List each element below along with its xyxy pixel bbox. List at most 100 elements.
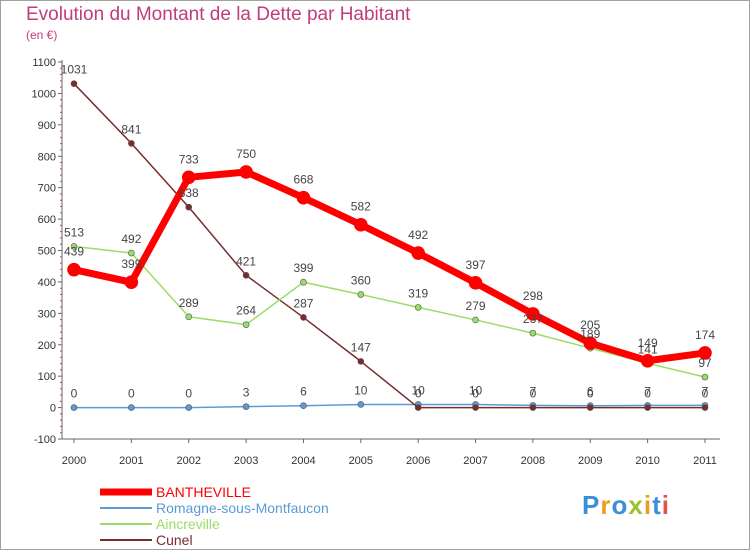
y-tick-label: 300	[38, 308, 56, 320]
data-label-bantheville: 149	[638, 336, 658, 350]
point-aincreville	[472, 316, 479, 324]
data-label-cunel: 1031	[61, 63, 88, 77]
x-tick-label: 2004	[291, 455, 315, 467]
data-label-cunel: 0	[415, 387, 422, 401]
data-label-aincreville: 189	[580, 327, 600, 341]
point-bantheville	[296, 190, 311, 205]
data-label-aincreville: 279	[466, 299, 486, 313]
point-romagne-sous-montfaucon	[128, 404, 135, 411]
data-label-aincreville: 289	[179, 296, 199, 310]
point-bantheville	[181, 170, 196, 185]
y-tick-label: 800	[38, 151, 56, 163]
data-label-romagne-sous-montfaucon: 7	[530, 384, 537, 398]
point-aincreville	[357, 291, 365, 298]
x-tick-label: 2010	[635, 455, 659, 467]
point-cunel	[529, 404, 537, 411]
data-label-bantheville: 439	[64, 245, 84, 259]
point-cunel	[701, 404, 709, 411]
data-label-cunel: 0	[644, 387, 651, 401]
point-romagne-sous-montfaucon	[300, 402, 307, 409]
series-line-bantheville	[70, 168, 709, 365]
x-tick-label: 2001	[119, 455, 143, 467]
data-label-aincreville: 492	[121, 232, 141, 246]
data-label-cunel: 0	[472, 387, 479, 401]
point-cunel	[472, 404, 479, 411]
y-tick-label: 900	[38, 120, 56, 132]
point-bantheville	[67, 262, 81, 277]
y-tick-label: 1100	[32, 57, 56, 69]
x-tick-label: 2000	[62, 455, 86, 467]
y-tick-label: 1000	[32, 88, 56, 100]
data-label-bantheville: 174	[695, 328, 715, 342]
y-tick-label: 200	[38, 340, 56, 352]
data-label-romagne-sous-montfaucon: 3	[243, 386, 250, 400]
data-label-romagne-sous-montfaucon: 10	[469, 383, 483, 397]
point-romagne-sous-montfaucon	[242, 403, 250, 410]
point-romagne-sous-montfaucon	[357, 401, 365, 408]
point-bantheville	[526, 307, 540, 321]
series-line-aincreville	[73, 245, 706, 378]
point-cunel	[242, 272, 250, 279]
data-label-romagne-sous-montfaucon: 6	[300, 385, 307, 399]
y-tick-label: 100	[38, 371, 56, 383]
data-label-aincreville: 319	[408, 286, 428, 300]
data-label-romagne-sous-montfaucon: 6	[587, 385, 594, 399]
data-label-bantheville: 399	[121, 257, 141, 271]
point-cunel	[70, 80, 78, 87]
data-label-cunel: 0	[530, 387, 537, 401]
point-aincreville	[300, 278, 307, 286]
x-tick-label: 2008	[521, 455, 545, 467]
data-label-romagne-sous-montfaucon: 0	[185, 387, 192, 401]
data-label-cunel: 287	[293, 296, 313, 310]
data-label-cunel: 0	[702, 387, 709, 401]
data-label-bantheville: 397	[466, 258, 486, 272]
chart-title: Evolution du Montant de la Dette par Hab…	[26, 4, 411, 25]
data-label-aincreville: 97	[698, 356, 712, 370]
y-tick-label: 400	[38, 277, 56, 289]
legend-label-bantheville: BANTHEVILLE	[156, 484, 251, 500]
data-label-bantheville: 750	[236, 147, 256, 161]
x-tick-label: 2003	[234, 455, 258, 467]
point-aincreville	[414, 304, 422, 311]
y-tick-label: 0	[50, 403, 56, 415]
data-label-aincreville: 360	[351, 273, 371, 287]
y-tick-label: 500	[38, 246, 56, 258]
point-cunel	[414, 404, 422, 411]
data-label-aincreville: 141	[638, 342, 658, 356]
data-label-cunel: 0	[587, 387, 594, 401]
y-tick-label: 600	[38, 214, 56, 226]
point-bantheville	[411, 246, 425, 260]
legend-label-romagne-sous-montfaucon: Romagne-sous-Montfaucon	[156, 500, 329, 516]
proxiti-logo: Proxiti	[582, 490, 670, 520]
data-label-bantheville: 668	[293, 173, 313, 187]
point-bantheville	[124, 275, 139, 290]
point-bantheville	[239, 165, 253, 179]
point-cunel	[644, 404, 651, 411]
point-bantheville	[640, 353, 655, 368]
data-label-aincreville: 399	[293, 261, 313, 275]
data-label-romagne-sous-montfaucon: 7	[702, 384, 709, 398]
point-aincreville	[70, 243, 78, 250]
data-label-aincreville: 237	[523, 312, 543, 326]
series-line-cunel	[73, 82, 706, 409]
x-tick-label: 2009	[578, 455, 602, 467]
x-tick-label: 2011	[693, 455, 717, 467]
data-label-romagne-sous-montfaucon: 10	[412, 383, 426, 397]
point-cunel	[185, 203, 193, 211]
data-label-cunel: 147	[351, 340, 371, 354]
series-line-romagne-sous-montfaucon	[73, 403, 706, 409]
point-romagne-sous-montfaucon	[70, 404, 78, 411]
point-aincreville	[242, 321, 250, 328]
point-aincreville	[529, 329, 537, 337]
point-aincreville	[185, 313, 193, 321]
x-tick-label: 2006	[406, 455, 430, 467]
point-bantheville	[468, 276, 483, 290]
data-label-romagne-sous-montfaucon: 7	[644, 384, 651, 398]
data-label-bantheville: 205	[580, 318, 600, 332]
data-label-cunel: 421	[236, 254, 256, 268]
data-label-romagne-sous-montfaucon: 10	[354, 383, 368, 397]
legend-label-aincreville: Aincreville	[156, 516, 220, 532]
x-tick-label: 2007	[463, 455, 487, 467]
